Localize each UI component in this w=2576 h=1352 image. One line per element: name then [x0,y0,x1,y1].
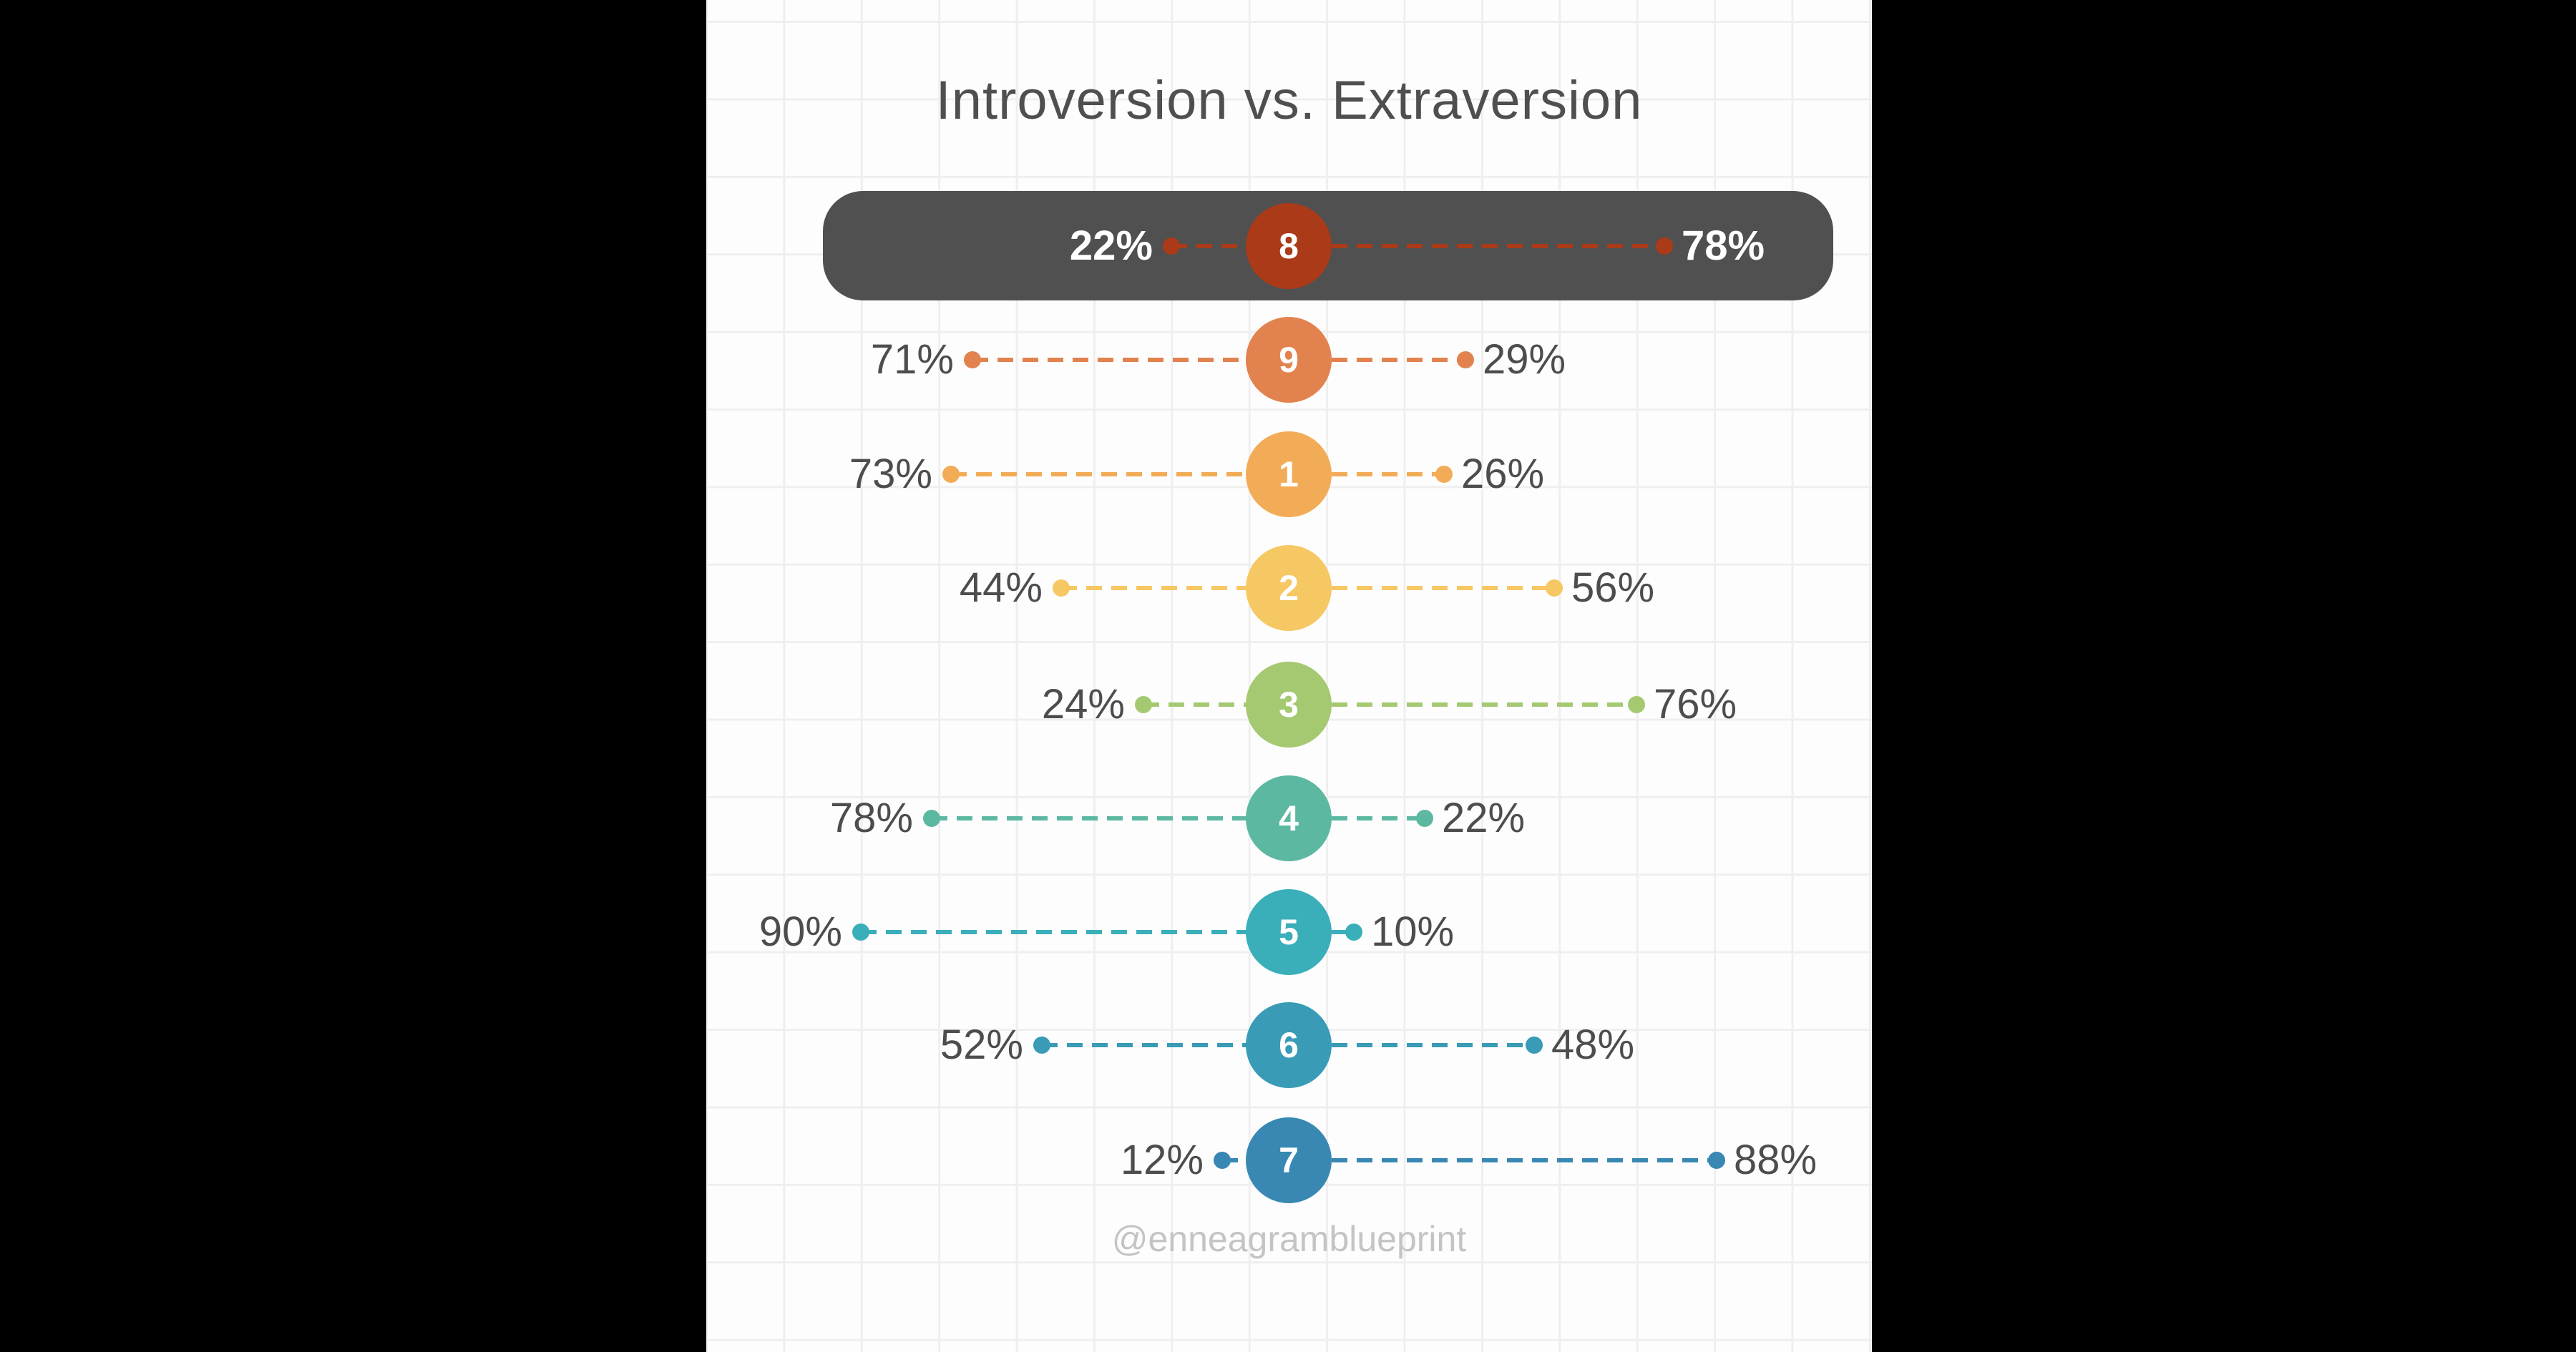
introversion-dashed-line [951,472,1289,476]
type-number-badge: 1 [1246,431,1332,517]
extraversion-value-label: 22% [1442,795,1526,841]
introversion-value-label: 90% [758,908,842,955]
watermark: @enneagramblueprint [1111,1219,1467,1259]
extraversion-dashed-line [1332,1158,1717,1162]
introversion-dashed-line [932,816,1289,820]
introversion-dashed-line [1042,1043,1289,1047]
extraversion-dot [1457,351,1474,368]
introversion-dashed-line [1061,586,1289,590]
introversion-value-label: 44% [959,564,1043,611]
extraversion-dashed-line [1332,702,1636,707]
type-number-badge: 5 [1246,889,1332,975]
extraversion-dashed-line [1332,358,1465,362]
extraversion-value-label: 88% [1734,1137,1818,1183]
extraversion-dashed-line [1332,586,1554,590]
extraversion-value-label: 29% [1483,336,1566,383]
extraversion-dot [1708,1152,1725,1169]
introversion-dot [1135,696,1152,713]
chart-panel: Introversion vs. Extraversion 8 22% 78% 9 71… [706,0,1872,1352]
introversion-value-label: 22% [1069,222,1153,269]
extraversion-value-label: 78% [1682,222,1765,269]
introversion-dot [964,351,981,368]
type-number-badge: 6 [1246,1002,1332,1088]
introversion-dot [1033,1037,1050,1054]
introversion-dashed-line [1143,702,1289,707]
introversion-value-label: 71% [870,336,954,383]
type-number-badge: 2 [1246,545,1332,631]
extraversion-dot [1546,579,1563,597]
extraversion-dot [1656,237,1673,255]
type-number-badge: 7 [1246,1117,1332,1203]
extraversion-dashed-line [1332,930,1354,934]
type-number-badge: 3 [1246,662,1332,748]
type-number-badge: 8 [1246,203,1332,289]
extraversion-value-label: 56% [1571,564,1655,611]
introversion-dot [1053,579,1070,597]
chart-title: Introversion vs. Extraversion [935,70,1643,131]
extraversion-dashed-line [1332,1043,1534,1047]
extraversion-dot [1628,696,1645,713]
introversion-dot [942,466,960,483]
introversion-value-label: 52% [940,1022,1023,1068]
extraversion-dashed-line [1332,472,1444,476]
introversion-dot [923,810,940,827]
extraversion-dot [1345,924,1362,941]
type-number-badge: 9 [1246,317,1332,403]
extraversion-dashed-line [1332,244,1664,248]
extraversion-value-label: 26% [1461,451,1545,497]
introversion-dot [1214,1152,1231,1169]
type-number-badge: 4 [1246,775,1332,861]
introversion-dot [1163,237,1180,255]
extraversion-dot [1526,1037,1543,1054]
introversion-dashed-line [1171,244,1289,248]
introversion-value-label: 24% [1041,681,1125,728]
introversion-value-label: 73% [849,451,932,497]
extraversion-value-label: 10% [1371,908,1455,955]
introversion-value-label: 78% [829,795,913,841]
introversion-dot [852,924,869,941]
extraversion-dashed-line [1332,816,1425,820]
introversion-dashed-line [861,930,1289,934]
extraversion-dot [1435,466,1453,483]
extraversion-dot [1416,810,1433,827]
extraversion-value-label: 48% [1551,1022,1635,1068]
extraversion-value-label: 76% [1654,681,1737,728]
introversion-dashed-line [972,358,1289,362]
introversion-value-label: 12% [1120,1137,1204,1183]
